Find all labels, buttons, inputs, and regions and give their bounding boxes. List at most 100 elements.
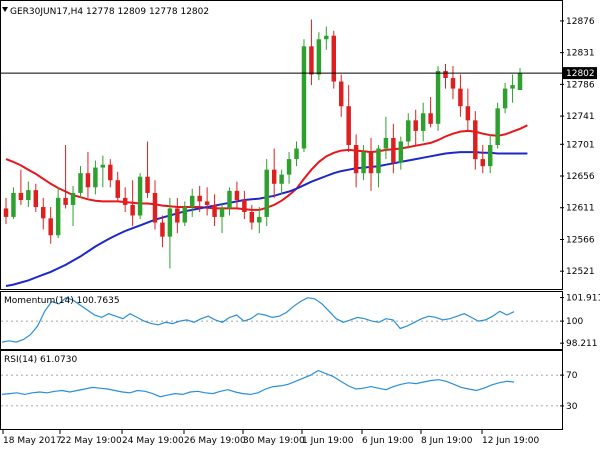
candle [48, 207, 53, 244]
candle-body [41, 207, 46, 219]
candle [510, 74, 515, 103]
candle [257, 207, 262, 234]
candle-body [189, 195, 195, 208]
candle [361, 145, 366, 181]
rsi-axis-label: 30 [566, 402, 578, 412]
rsi-panel-frame [0, 350, 563, 430]
candle [309, 19, 314, 86]
candle-body [108, 164, 113, 181]
candle-body [301, 46, 307, 149]
candle [212, 194, 217, 227]
candle [428, 97, 433, 128]
momentum-panel[interactable]: 101.9118 100 98.211 Momentum(14) 100.7635 [0, 291, 600, 350]
candle-body [122, 197, 128, 205]
candle [18, 169, 24, 205]
candle [175, 197, 180, 234]
candle-body [368, 152, 374, 174]
candlestick-series [3, 19, 523, 269]
candle-body [160, 222, 165, 237]
candle [338, 74, 344, 117]
candle-body [413, 120, 418, 131]
candle [376, 145, 381, 188]
candle-body [473, 120, 478, 160]
candle-body [517, 73, 523, 91]
rsi-reference-lines [1, 374, 561, 407]
candle-body [294, 148, 299, 160]
candle [465, 88, 471, 131]
candle-body [502, 88, 508, 109]
candle [517, 68, 523, 91]
price-axis-label: 12741 [566, 112, 595, 122]
candle-body [78, 173, 83, 193]
rsi-panel[interactable]: 70 30 RSI(14) 61.0730 [0, 350, 578, 430]
candle [85, 152, 91, 198]
candle-body [331, 35, 337, 82]
candle-body [3, 208, 9, 217]
candle [152, 180, 158, 230]
price-panel[interactable]: 12876 12831 12786 12741 12701 12656 12611 12566… [0, 0, 597, 290]
candle-body [100, 164, 106, 168]
candle-body [316, 39, 322, 75]
candle-body [495, 108, 500, 145]
price-axis-label: 12786 [566, 80, 595, 90]
candle-body [450, 78, 456, 89]
candle [115, 171, 120, 202]
candle-body [324, 35, 329, 40]
candle-body [398, 141, 404, 163]
candle-body [234, 190, 240, 200]
candle [70, 185, 76, 227]
candle-body [264, 169, 269, 217]
candle-body [26, 190, 31, 200]
candle [11, 187, 16, 220]
candle [495, 102, 500, 149]
candle [100, 155, 106, 188]
candle-body [480, 159, 485, 167]
candle-body [152, 192, 158, 223]
candle [227, 187, 232, 216]
candle [122, 187, 128, 212]
candle-body [338, 81, 344, 107]
candle-body [443, 70, 448, 79]
candle-body [487, 145, 493, 167]
candle [160, 215, 165, 248]
time-axis-label: 22 May 19:00 [60, 436, 122, 446]
candle [189, 188, 195, 217]
price-axis-label: 12611 [566, 204, 595, 214]
candle-body [130, 204, 135, 216]
chart-ohlc-readout: 12778 12809 12778 12802 [86, 7, 209, 17]
candle-body [309, 46, 314, 75]
candle [108, 159, 113, 188]
candle-body [361, 152, 366, 174]
candle [368, 137, 374, 191]
momentum-axis-label: 100 [566, 317, 583, 327]
candle-body [510, 85, 515, 89]
time-axis-label: 26 May 19:00 [184, 436, 246, 446]
candle-body [18, 192, 24, 200]
candle [346, 85, 351, 153]
candle-body [70, 192, 76, 205]
candle [204, 187, 210, 216]
time-axis-label: 24 May 19:00 [122, 436, 184, 446]
rsi-line [1, 369, 515, 398]
price-panel-frame [0, 0, 563, 290]
candle-body [33, 190, 39, 208]
candle [3, 197, 9, 224]
candle-body [458, 88, 463, 107]
candle-body [145, 176, 150, 193]
candle [26, 181, 31, 208]
candle-body [55, 197, 61, 236]
candle-body [279, 174, 284, 184]
rsi-y-axis: 70 30 [560, 371, 578, 412]
candle [93, 160, 98, 195]
candle-body [137, 176, 143, 216]
candle-body [249, 211, 255, 223]
candle [264, 159, 269, 227]
time-axis-label: 18 May 2017 [3, 436, 62, 446]
symbol-dropdown-icon[interactable] [2, 7, 8, 12]
price-axis-label: 12831 [566, 49, 595, 59]
candle [458, 74, 463, 117]
last-price-label: 12802 [566, 69, 595, 79]
candle [197, 185, 202, 212]
candle-body [48, 218, 53, 236]
